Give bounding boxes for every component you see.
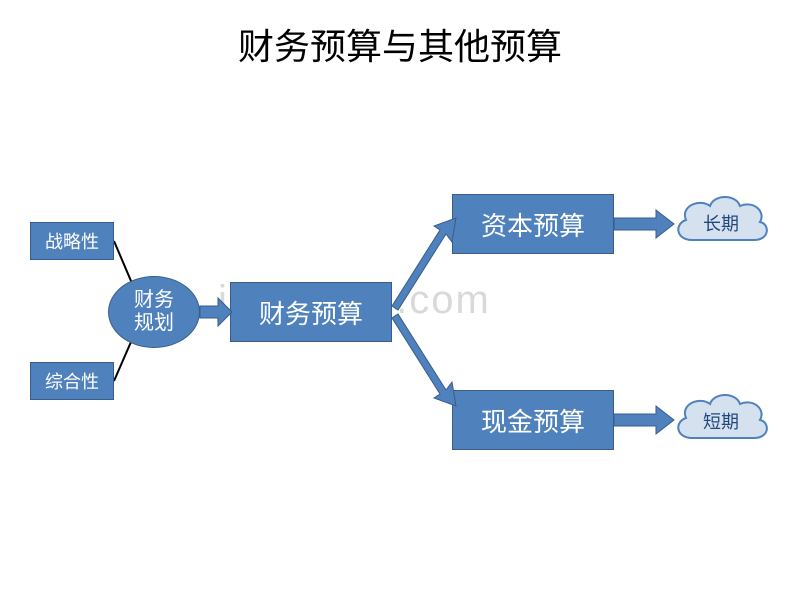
node-fin-budget-label: 财务预算 [259,294,363,331]
arrow-planning-finbudget [200,298,232,326]
node-capital-budget: 资本预算 [452,194,614,254]
node-comprehensive: 综合性 [30,362,114,400]
arrow-capital-longterm [614,210,674,238]
node-capital-budget-label: 资本预算 [481,206,585,243]
node-short-term-label: 短期 [670,408,772,434]
node-fin-planning: 财务 规划 [108,276,200,348]
node-strategic: 战略性 [30,222,114,260]
node-cash-budget: 现金预算 [452,390,614,450]
node-strategic-label: 战略性 [45,228,99,254]
arrow-finbudget-capital [392,218,456,310]
page-title: 财务预算与其他预算 [0,18,800,70]
node-cash-budget-label: 现金预算 [481,402,585,439]
arrow-finbudget-cash [392,314,456,406]
node-fin-planning-label: 财务 规划 [134,289,174,335]
node-short-term: 短期 [670,386,772,454]
node-comprehensive-label: 综合性 [45,368,99,394]
node-long-term: 长期 [670,188,772,256]
node-long-term-label: 长期 [670,210,772,236]
arrow-cash-shortterm [614,406,674,434]
node-fin-budget: 财务预算 [230,282,392,342]
